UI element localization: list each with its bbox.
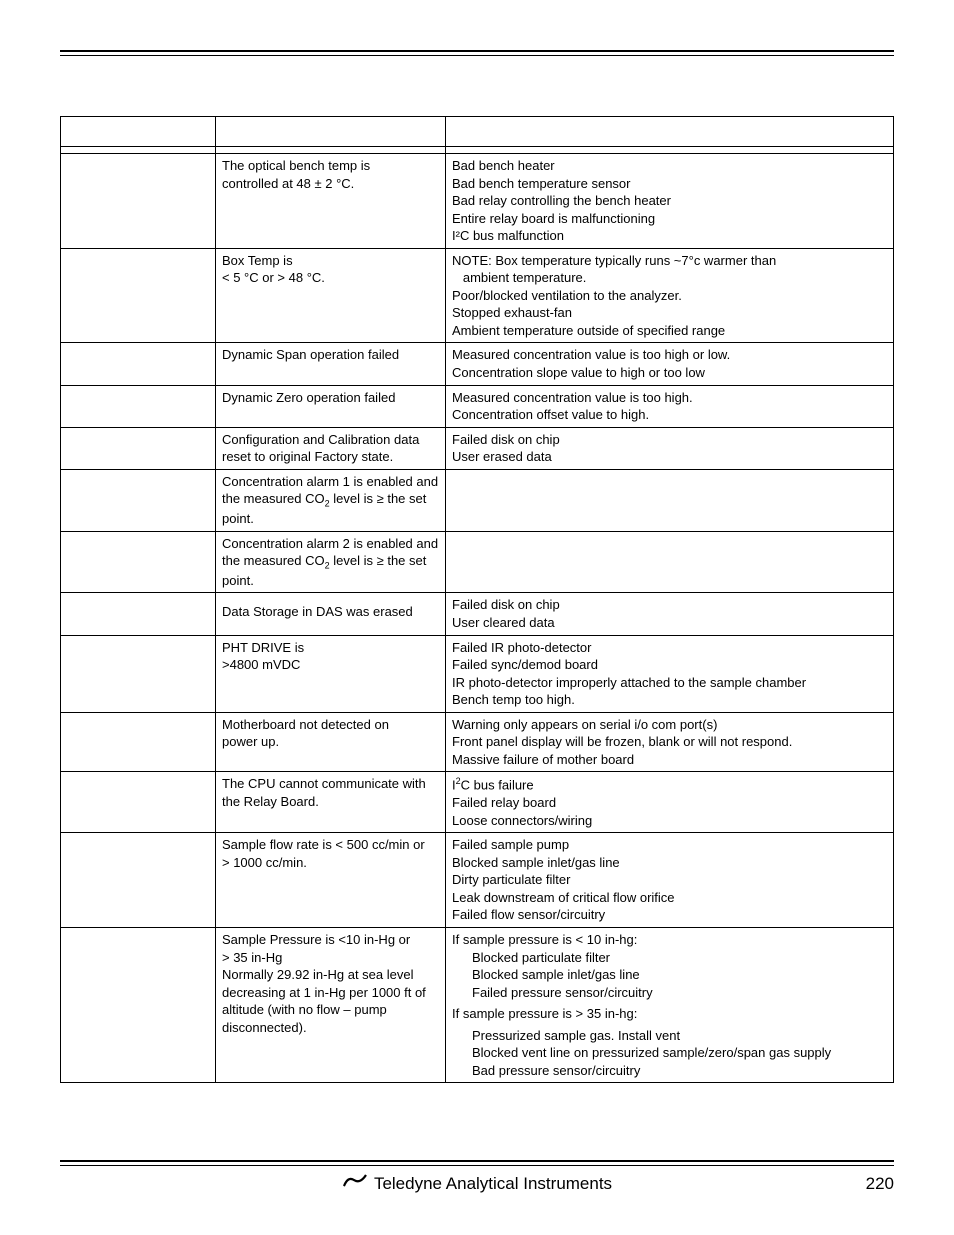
cell-warning-name — [61, 147, 216, 154]
table-row: Motherboard not detected onpower up.Warn… — [61, 712, 894, 772]
cell-condition: Sample flow rate is < 500 cc/min or> 100… — [216, 833, 446, 928]
table-row: Concentration alarm 1 is enabled and the… — [61, 469, 894, 531]
cell-warning-name — [61, 531, 216, 593]
teledyne-logo-icon — [342, 1172, 368, 1195]
cell-condition: Configuration and Calibration datareset … — [216, 427, 446, 469]
cell-warning-name — [61, 427, 216, 469]
page-number: 220 — [866, 1174, 894, 1194]
cell-condition: Dynamic Zero operation failed — [216, 385, 446, 427]
cell-condition: The CPU cannot communicate withthe Relay… — [216, 772, 446, 833]
cell-condition: The optical bench temp iscontrolled at 4… — [216, 154, 446, 249]
cell-causes: Measured concentration value is too high… — [446, 385, 894, 427]
table-row: Sample flow rate is < 500 cc/min or> 100… — [61, 833, 894, 928]
cell-warning-name — [61, 635, 216, 712]
cell-causes: Failed IR photo-detectorFailed sync/demo… — [446, 635, 894, 712]
cell-warning-name — [61, 833, 216, 928]
cell-causes — [446, 531, 894, 593]
cell-condition: Concentration alarm 1 is enabled and the… — [216, 469, 446, 531]
header-col-1 — [61, 117, 216, 147]
cell-condition: Dynamic Span operation failed — [216, 343, 446, 385]
warnings-table: The optical bench temp iscontrolled at 4… — [60, 116, 894, 1083]
cell-warning-name — [61, 343, 216, 385]
cell-condition: Sample Pressure is <10 in-Hg or> 35 in-H… — [216, 928, 446, 1083]
cell-warning-name — [61, 154, 216, 249]
cell-condition: Concentration alarm 2 is enabled and the… — [216, 531, 446, 593]
cell-causes — [446, 147, 894, 154]
table-row: The CPU cannot communicate withthe Relay… — [61, 772, 894, 833]
table-row — [61, 147, 894, 154]
table-row: The optical bench temp iscontrolled at 4… — [61, 154, 894, 249]
table-row: Box Temp is< 5 °C or > 48 °C.NOTE: Box t… — [61, 248, 894, 343]
table-row: Dynamic Zero operation failedMeasured co… — [61, 385, 894, 427]
table-row: Configuration and Calibration datareset … — [61, 427, 894, 469]
cell-warning-name — [61, 772, 216, 833]
header-rule — [60, 50, 894, 56]
cell-causes: I2C bus failureFailed relay boardLoose c… — [446, 772, 894, 833]
cell-condition: PHT DRIVE is>4800 mVDC — [216, 635, 446, 712]
cell-warning-name — [61, 469, 216, 531]
cell-warning-name — [61, 385, 216, 427]
table-row: Concentration alarm 2 is enabled and the… — [61, 531, 894, 593]
cell-warning-name — [61, 593, 216, 635]
cell-causes: Warning only appears on serial i/o com p… — [446, 712, 894, 772]
page-footer: Teledyne Analytical Instruments 220 — [60, 1160, 894, 1195]
cell-warning-name — [61, 248, 216, 343]
cell-warning-name — [61, 712, 216, 772]
table-row: Dynamic Span operation failedMeasured co… — [61, 343, 894, 385]
table-row: Sample Pressure is <10 in-Hg or> 35 in-H… — [61, 928, 894, 1083]
footer-rule — [60, 1160, 894, 1166]
cell-causes — [446, 469, 894, 531]
header-col-3 — [446, 117, 894, 147]
cell-condition: Box Temp is< 5 °C or > 48 °C. — [216, 248, 446, 343]
cell-causes: Bad bench heaterBad bench temperature se… — [446, 154, 894, 249]
table-header-row — [61, 117, 894, 147]
cell-condition: Data Storage in DAS was erased — [216, 593, 446, 635]
header-col-2 — [216, 117, 446, 147]
cell-causes: Failed disk on chipUser cleared data — [446, 593, 894, 635]
cell-warning-name — [61, 928, 216, 1083]
cell-causes: NOTE: Box temperature typically runs ~7°… — [446, 248, 894, 343]
cell-condition: Motherboard not detected onpower up. — [216, 712, 446, 772]
footer-company: Teledyne Analytical Instruments — [374, 1174, 612, 1194]
cell-causes: Failed disk on chipUser erased data — [446, 427, 894, 469]
cell-condition — [216, 147, 446, 154]
table-row: Data Storage in DAS was erasedFailed dis… — [61, 593, 894, 635]
table-row: PHT DRIVE is>4800 mVDCFailed IR photo-de… — [61, 635, 894, 712]
cell-causes: Failed sample pumpBlocked sample inlet/g… — [446, 833, 894, 928]
cell-causes: If sample pressure is < 10 in-hg:Blocked… — [446, 928, 894, 1083]
cell-causes: Measured concentration value is too high… — [446, 343, 894, 385]
